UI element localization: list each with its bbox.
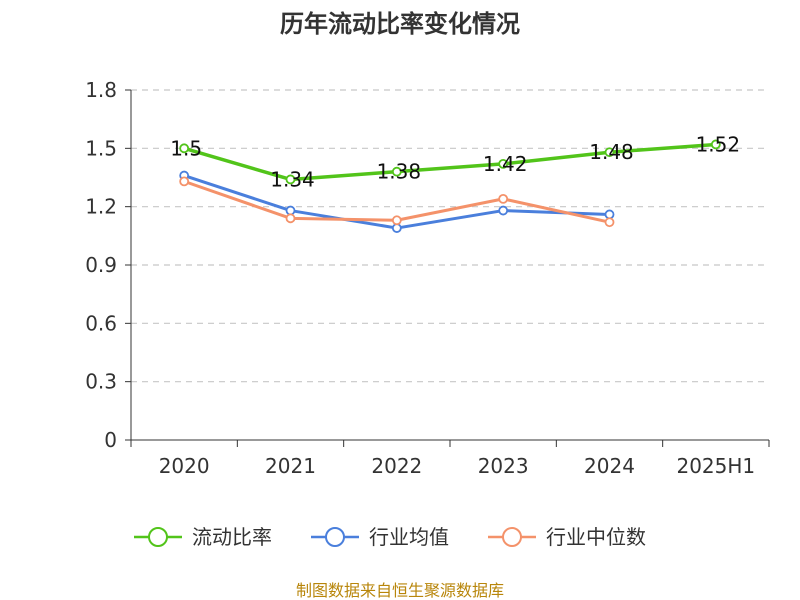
data-label: 1.34	[270, 167, 315, 191]
x-tick-label: 2023	[478, 454, 529, 478]
y-tick-label: 0.3	[85, 370, 117, 394]
data-point[interactable]	[179, 143, 190, 154]
legend-item[interactable]: 行业中位数	[488, 525, 646, 549]
series-line	[183, 142, 716, 182]
legend-label: 行业均值	[369, 525, 449, 549]
y-tick-label: 0.6	[85, 311, 117, 335]
data-point[interactable]	[285, 213, 296, 224]
series-0	[179, 139, 721, 185]
data-point[interactable]	[391, 223, 402, 233]
data-label-layer: 1.5 1.34 1.38 1.42 1.48 1.52	[170, 132, 740, 191]
legend-marker	[502, 527, 522, 547]
data-point[interactable]	[391, 166, 402, 177]
data-point[interactable]	[391, 215, 402, 226]
legend-marker	[148, 527, 168, 547]
legend-item[interactable]: 流动比率	[134, 525, 272, 549]
y-tick-label: 1.5	[85, 136, 117, 160]
legend-marker	[325, 527, 345, 547]
data-point[interactable]	[498, 158, 509, 169]
y-tick-label: 0.9	[85, 253, 117, 277]
data-point[interactable]	[498, 193, 509, 204]
y-tick-label: 1.8	[85, 78, 117, 102]
data-point[interactable]	[710, 139, 721, 150]
data-point[interactable]	[498, 205, 509, 216]
source-note: 制图数据来自恒生聚源数据库	[296, 581, 504, 600]
data-point[interactable]	[285, 174, 296, 185]
data-label: 1.42	[483, 152, 528, 176]
legend-label: 流动比率	[192, 525, 272, 549]
x-tick-label: 2022	[371, 454, 422, 478]
x-tick-label: 2021	[265, 454, 316, 478]
data-label: 1.38	[377, 160, 422, 184]
legend[interactable]: 流动比率 行业均值 行业中位数	[134, 525, 646, 549]
y-tick-label: 0	[104, 428, 117, 452]
data-point[interactable]	[604, 209, 615, 220]
chart-title: 历年流动比率变化情况	[280, 10, 520, 38]
legend-label: 行业中位数	[546, 525, 646, 549]
series-2	[179, 176, 615, 228]
x-tick-label: 2024	[584, 454, 635, 478]
data-label: 1.48	[589, 140, 634, 164]
y-tick-label: 1.2	[85, 195, 117, 219]
data-point[interactable]	[285, 205, 296, 216]
x-tick-label: 2020	[159, 454, 210, 478]
series-layer	[179, 139, 721, 233]
x-tick-label: 2025H1	[676, 454, 755, 478]
data-point[interactable]	[604, 217, 615, 228]
grid-layer	[131, 89, 769, 383]
data-point[interactable]	[179, 176, 190, 187]
data-label: 1.5	[170, 136, 202, 160]
legend-item[interactable]: 行业均值	[311, 525, 449, 549]
data-point[interactable]	[604, 147, 615, 158]
axis-layer: 0 0.3 0.6 0.9 1.2 1.5 1.8 2020 2021 2022 2023 2024 2…	[85, 78, 770, 478]
data-label: 1.52	[696, 132, 741, 156]
